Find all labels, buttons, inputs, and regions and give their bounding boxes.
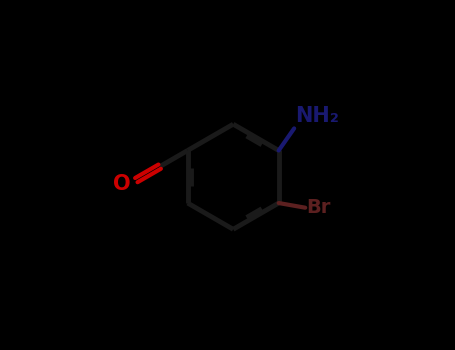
Text: Br: Br: [306, 198, 331, 217]
Text: NH₂: NH₂: [295, 106, 339, 126]
Text: O: O: [113, 174, 131, 194]
